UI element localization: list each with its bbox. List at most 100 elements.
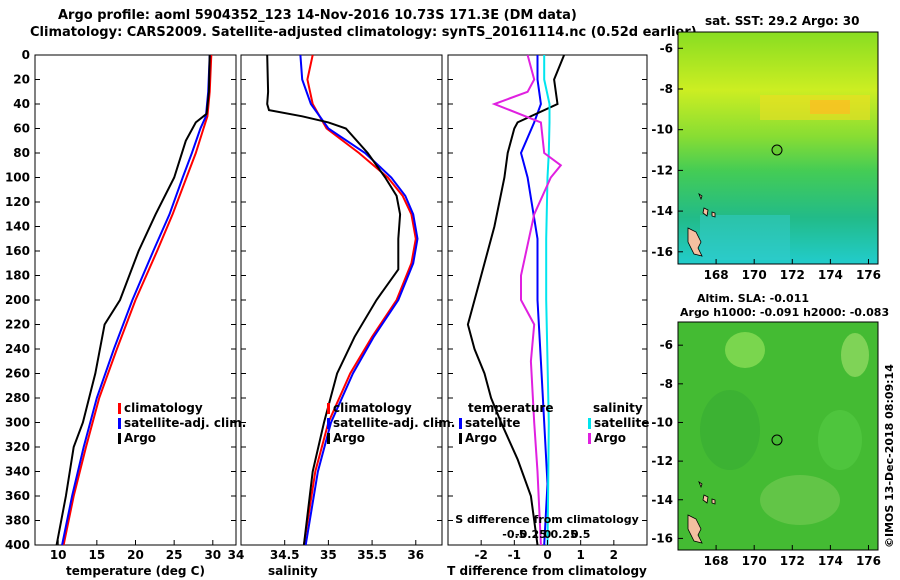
legend-swatch [588, 433, 591, 444]
top-x-axis-label: S difference from climatology [455, 513, 639, 526]
salinity-panel [240, 54, 443, 546]
x-tick-label: 34 [228, 548, 245, 562]
top-x-tick-label: -0.5 [502, 528, 526, 541]
x-tick-label: 25 [166, 548, 183, 562]
y-tick-label: 40 [13, 97, 30, 111]
map-x-tick-label: 170 [742, 554, 767, 568]
land-vanuatu-sla [687, 514, 703, 544]
map-x-tick-label: 168 [704, 554, 729, 568]
series-line-salinity-satellite [543, 55, 551, 546]
sst-argo-marker [771, 144, 783, 156]
credit-text: ©IMOS 13-Dec-2018 08:09:14 [883, 364, 896, 548]
map-y-tick-label: -12 [651, 454, 673, 468]
y-tick-label: 180 [5, 269, 30, 283]
legend-swatch [327, 418, 330, 429]
legend-swatch [327, 403, 330, 414]
legend-label: climatology [333, 401, 412, 415]
y-tick-label: 0 [22, 48, 30, 62]
y-tick-label: 20 [13, 73, 30, 87]
legend-label: satellite [594, 416, 649, 430]
map-y-tick-label: -14 [651, 204, 673, 218]
legend-label: satellite-adj. clim. [124, 416, 246, 430]
map-x-tick-label: 176 [856, 554, 881, 568]
series-line-argo [266, 54, 402, 546]
y-tick-label: 100 [5, 171, 30, 185]
y-tick-label: 160 [5, 244, 30, 258]
x-tick-label: 35.5 [357, 548, 387, 562]
map-x-tick-label: 168 [704, 268, 729, 282]
y-tick-label: 200 [5, 293, 30, 307]
x-tick-label: -1 [508, 548, 521, 562]
land-islands-sla [698, 480, 716, 505]
map-y-tick-label: -6 [660, 338, 673, 352]
y-tick-label: 360 [5, 489, 30, 503]
map-y-tick-label: -14 [651, 493, 673, 507]
sla-map-title-2: Argo h1000: -0.091 h2000: -0.083 [680, 306, 889, 319]
y-tick-label: 60 [13, 122, 30, 136]
legend-label: climatology [124, 401, 203, 415]
x-tick-label: 0 [543, 548, 551, 562]
legend-swatch [459, 418, 462, 429]
map-x-tick-label: 172 [780, 268, 805, 282]
x-tick-label: 20 [127, 548, 144, 562]
land-vanuatu [687, 227, 703, 257]
y-tick-label: 320 [5, 440, 30, 454]
map-x-tick-label: 176 [856, 268, 881, 282]
x-tick-label: 35 [320, 548, 337, 562]
y-tick-label: 240 [5, 342, 30, 356]
legend-swatch [588, 418, 591, 429]
legend-swatch [459, 433, 462, 444]
map-y-tick-label: -8 [660, 377, 673, 391]
legend-title-temperature: temperature [468, 401, 553, 415]
legend-title-salinity: salinity [593, 401, 643, 415]
sla-map [677, 321, 879, 551]
sst-map [677, 31, 879, 265]
map-y-tick-label: -12 [651, 163, 673, 177]
y-tick-label: 220 [5, 318, 30, 332]
map-y-tick-label: -16 [651, 245, 673, 259]
x-tick-label: 1 [576, 548, 584, 562]
legend-label: satellite-adj. clim. [333, 416, 455, 430]
map-x-tick-label: 172 [780, 554, 805, 568]
series-line-salinity-argo [491, 54, 563, 546]
series-line-satellite-adj-clim- [61, 54, 211, 546]
x-axis-label: salinity [268, 564, 318, 578]
x-tick-label: 10 [50, 548, 67, 562]
top-x-tick-label: -0.25 [515, 528, 547, 541]
y-tick-label: 340 [5, 465, 30, 479]
legend-label: Argo [124, 431, 156, 445]
y-tick-label: 280 [5, 391, 30, 405]
legend-swatch [118, 433, 121, 444]
legend-label: Argo [465, 431, 497, 445]
series-line-climatology [62, 54, 213, 546]
legend-swatch [118, 418, 121, 429]
title-line-2: Climatology: CARS2009. Satellite-adjuste… [30, 25, 697, 40]
y-tick-label: 400 [5, 538, 30, 552]
map-y-tick-label: -16 [651, 531, 673, 545]
x-tick-label: 30 [204, 548, 221, 562]
y-tick-label: 80 [13, 146, 30, 160]
legend-label: satellite [465, 416, 520, 430]
x-axis-label: T difference from climatology [447, 564, 647, 578]
land-islands [698, 192, 716, 218]
top-x-tick-label: 0.5 [571, 528, 591, 541]
x-tick-label: 2 [610, 548, 618, 562]
x-tick-label: 36 [407, 548, 424, 562]
map-y-tick-label: -6 [660, 41, 673, 55]
series-line-temperature-argo [466, 54, 566, 546]
x-tick-label: 34.5 [270, 548, 300, 562]
top-x-tick-label: 0.25 [551, 528, 578, 541]
series-line-temperature-satellite [519, 55, 549, 546]
legend-label: Argo [594, 431, 626, 445]
series-line-satellite-adj-clim- [299, 54, 419, 546]
y-tick-label: 300 [5, 416, 30, 430]
sst-map-title: sat. SST: 29.2 Argo: 30 [705, 14, 859, 28]
map-x-tick-label: 174 [818, 268, 843, 282]
x-axis-label: temperature (deg C) [66, 564, 205, 578]
map-x-tick-label: 170 [742, 268, 767, 282]
x-tick-label: -2 [474, 548, 487, 562]
legend-swatch [327, 433, 330, 444]
top-x-tick-label: 0 [544, 528, 552, 541]
map-y-tick-label: -10 [651, 123, 673, 137]
